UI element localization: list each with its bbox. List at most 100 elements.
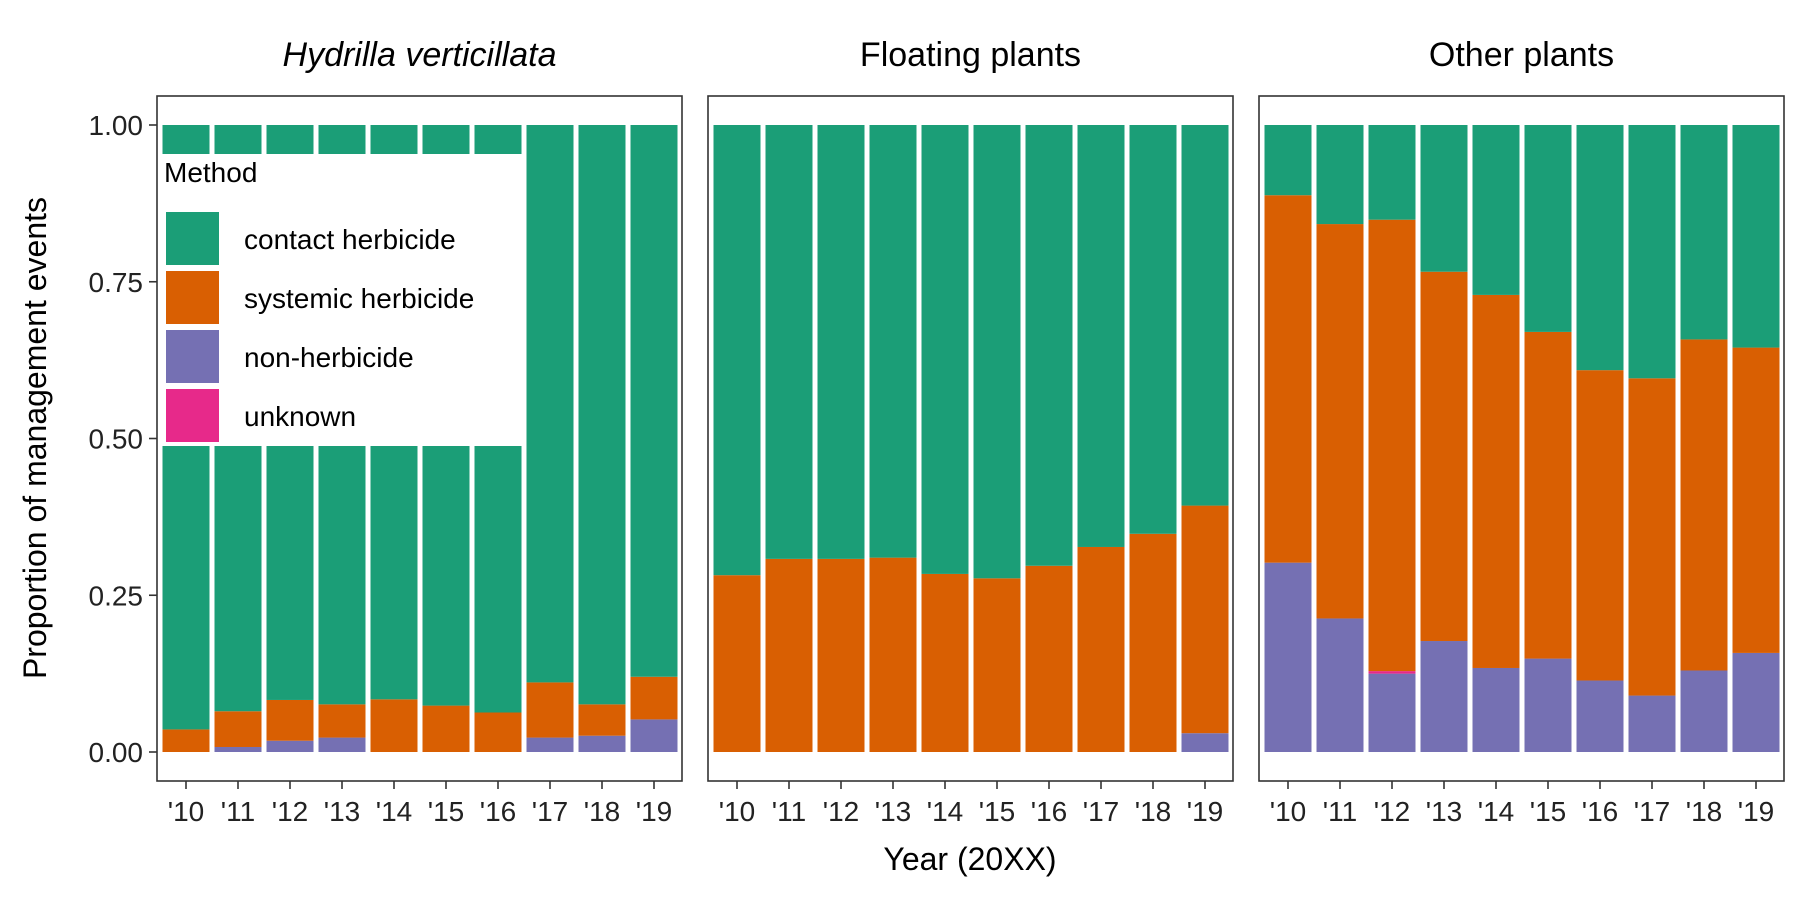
bar-segment-non-herbicide: [578, 735, 626, 752]
legend-key-systemic-herbicide: [166, 271, 219, 324]
bar-segment-contact-herbicide: [1472, 125, 1520, 295]
bar-segment-non-herbicide: [266, 740, 314, 752]
facet-title: Hydrilla verticillata: [283, 36, 557, 74]
legend-label: non-herbicide: [244, 342, 414, 373]
bar-segment-non-herbicide: [1264, 562, 1312, 752]
bar-segment-non-herbicide: [1472, 667, 1520, 752]
y-tick-label: 0.25: [89, 580, 144, 611]
x-tick-label: '10: [168, 796, 205, 827]
bar-segment-contact-herbicide: [526, 125, 574, 683]
bar-segment-contact-herbicide: [1628, 125, 1676, 379]
bar-segment-non-herbicide: [318, 737, 366, 752]
bar-segment-non-herbicide: [1316, 618, 1364, 752]
bar-segment-contact-herbicide: [1576, 125, 1624, 371]
bar-segment-contact-herbicide: [1181, 125, 1229, 506]
bar-segment-systemic-herbicide: [1025, 565, 1073, 752]
bar-segment-systemic-herbicide: [973, 578, 1021, 752]
bar-segment-unknown: [1368, 671, 1416, 674]
bar-segment-non-herbicide: [1524, 658, 1572, 752]
legend: Method contact herbicide systemic herbicid…: [158, 154, 522, 446]
bar-segment-contact-herbicide: [1420, 125, 1468, 272]
legend-label: systemic herbicide: [244, 283, 474, 314]
x-tick-label: '14: [927, 796, 964, 827]
y-axis: 0.00 0.25 0.50 0.75 1.00: [89, 110, 157, 768]
x-tick-label: '15: [1530, 796, 1567, 827]
bar-segment-contact-herbicide: [630, 125, 678, 677]
x-tick-label: '17: [1634, 796, 1671, 827]
legend-label: contact herbicide: [244, 224, 456, 255]
panel-border: [707, 95, 1234, 782]
bar-segment-non-herbicide: [1181, 733, 1229, 752]
bar-segment-non-herbicide: [1420, 641, 1468, 752]
bar-segment-contact-herbicide: [1732, 125, 1780, 348]
legend-key-contact-herbicide: [166, 212, 219, 265]
bar-segment-contact-herbicide: [817, 125, 865, 559]
bar-segment-contact-herbicide: [973, 125, 1021, 579]
x-axis-title: Year (20XX): [883, 841, 1056, 877]
bar-segment-non-herbicide: [1732, 652, 1780, 752]
bar-segment-contact-herbicide: [1264, 125, 1312, 196]
bar-segment-systemic-herbicide: [1472, 294, 1520, 668]
bar-segment-contact-herbicide: [921, 125, 969, 574]
bar-segment-systemic-herbicide: [474, 712, 522, 752]
x-tick-label: '10: [1270, 796, 1307, 827]
bar-segment-systemic-herbicide: [921, 573, 969, 752]
x-tick-label: '12: [823, 796, 860, 827]
bar-segment-non-herbicide: [1576, 680, 1624, 752]
facet-title: Other plants: [1429, 36, 1614, 74]
bar-segment-contact-herbicide: [765, 125, 813, 559]
x-tick-label: '16: [1031, 796, 1068, 827]
bar-segment-systemic-herbicide: [765, 558, 813, 752]
x-tick-label: '13: [324, 796, 361, 827]
bar-segment-systemic-herbicide: [1264, 195, 1312, 563]
bar-segment-systemic-herbicide: [526, 682, 574, 738]
bar-segment-systemic-herbicide: [1680, 339, 1728, 671]
x-tick-label: '17: [1083, 796, 1120, 827]
x-tick-label: '16: [480, 796, 517, 827]
x-tick-label: '18: [1686, 796, 1723, 827]
legend-key-unknown: [166, 389, 219, 442]
x-tick-label: '19: [1187, 796, 1224, 827]
bar-segment-non-herbicide: [1368, 673, 1416, 753]
x-tick-label: '13: [875, 796, 912, 827]
x-tick-label: '14: [376, 796, 413, 827]
legend-label: unknown: [244, 401, 356, 432]
bar-segment-systemic-herbicide: [422, 705, 470, 752]
y-tick-label: 1.00: [89, 110, 144, 141]
y-tick-label: 0.75: [89, 267, 144, 298]
x-tick-label: '10: [719, 796, 756, 827]
bar-segment-systemic-herbicide: [1077, 546, 1125, 752]
bar-segment-systemic-herbicide: [713, 575, 761, 752]
bar-segment-systemic-herbicide: [1129, 533, 1177, 752]
bar-segment-contact-herbicide: [1680, 125, 1728, 340]
bar-segment-contact-herbicide: [1316, 125, 1364, 225]
bar-segment-non-herbicide: [526, 737, 574, 752]
x-tick-label: '11: [1323, 796, 1357, 827]
y-tick-label: 0.50: [89, 424, 144, 455]
bar-segment-contact-herbicide: [1129, 125, 1177, 534]
x-tick-label: '14: [1478, 796, 1515, 827]
facet-panel: Other plants '10 '11 '12 '13 '14 '15 '16 '17 '18 '…: [1258, 36, 1785, 827]
bar-segment-systemic-herbicide: [630, 676, 678, 720]
x-tick-label: '11: [221, 796, 255, 827]
facet-panel: Floating plants '10 '11 '12 '13 '14 '15 '16 '17 '…: [707, 36, 1234, 827]
x-tick-label: '15: [428, 796, 465, 827]
legend-title: Method: [164, 157, 257, 188]
bar-segment-systemic-herbicide: [578, 704, 626, 736]
bar-segment-contact-herbicide: [578, 125, 626, 705]
bar-segment-systemic-herbicide: [817, 558, 865, 752]
x-tick-label: '19: [636, 796, 673, 827]
x-tick-label: '18: [1135, 796, 1172, 827]
bar-segment-systemic-herbicide: [1524, 331, 1572, 659]
bar-segment-contact-herbicide: [869, 125, 917, 558]
bar-segment-systemic-herbicide: [1181, 505, 1229, 734]
bar-segment-contact-herbicide: [1025, 125, 1073, 566]
x-tick-label: '15: [979, 796, 1016, 827]
bar-segment-non-herbicide: [630, 719, 678, 752]
x-tick-label: '12: [272, 796, 309, 827]
bar-segment-non-herbicide: [214, 746, 262, 752]
x-tick-label: '11: [772, 796, 806, 827]
bar-segment-contact-herbicide: [1077, 125, 1125, 547]
bar-segment-contact-herbicide: [1524, 125, 1572, 332]
